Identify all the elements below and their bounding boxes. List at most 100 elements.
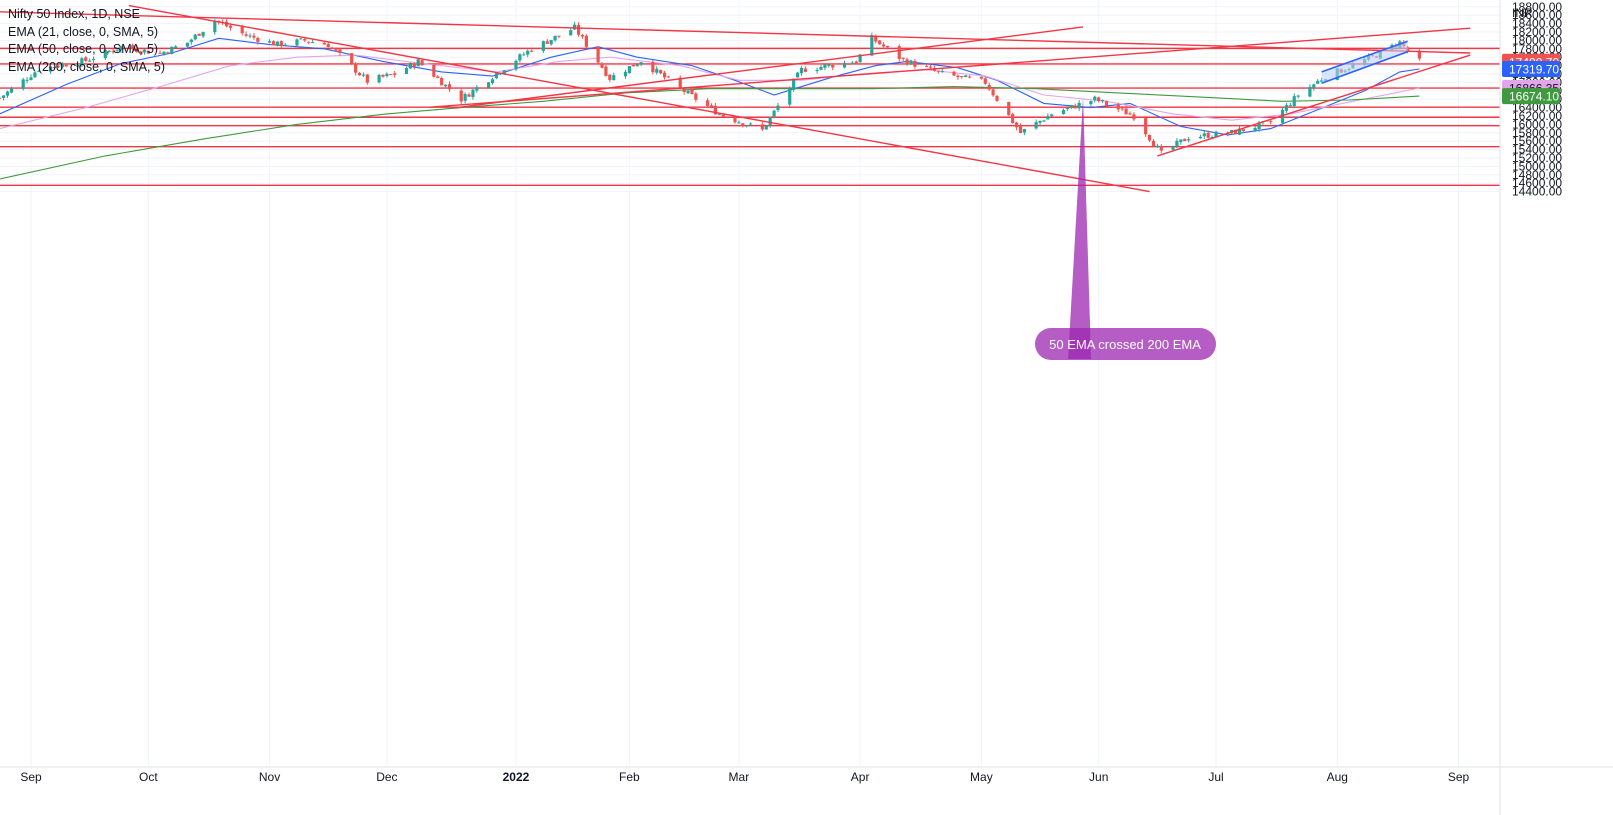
- candle-body: [1206, 132, 1210, 138]
- candle-body: [134, 48, 139, 52]
- candle-body: [952, 71, 956, 76]
- candle-body: [48, 66, 53, 72]
- candle-body: [823, 64, 827, 68]
- candle-body: [964, 75, 968, 78]
- candle-body: [158, 52, 162, 54]
- candle-body: [1198, 136, 1202, 139]
- x-tick-label: Sep: [1448, 770, 1470, 784]
- candle-body: [737, 122, 741, 124]
- candle-body: [1253, 128, 1257, 131]
- candle-body: [467, 94, 471, 97]
- price-axis[interactable]: 18800.0018600.0018400.0018200.0018000.00…: [1499, 0, 1562, 815]
- ema-line: [0, 54, 1420, 130]
- candle-body: [56, 66, 60, 68]
- candle-body: [1093, 96, 1097, 101]
- candle-body: [29, 77, 33, 80]
- candle-body: [553, 35, 557, 41]
- candle-body: [2, 95, 6, 98]
- candle-body: [88, 60, 92, 62]
- y-tick-label: 15400.00: [1512, 143, 1562, 157]
- candle-body: [299, 38, 303, 40]
- candle-body: [881, 44, 886, 47]
- candle-body: [283, 44, 287, 46]
- candle-body: [146, 50, 150, 54]
- price-badges: 17490.7017319.7016866.3516674.10: [1502, 53, 1560, 105]
- candle-body: [443, 84, 448, 87]
- candle-body: [322, 42, 326, 45]
- ema-cross-annotation[interactable]: 50 EMA crossed 200 EMA: [1035, 97, 1216, 360]
- candle-body: [1116, 104, 1120, 110]
- candle-body: [1065, 107, 1070, 109]
- candle-body: [1159, 146, 1163, 151]
- legend-ema21[interactable]: EMA (21, close, 0, SMA, 5): [8, 24, 159, 39]
- time-axis[interactable]: Sep Oct Nov Dec 2022 Feb Mar Apr May Jun Jul Aug Sep: [0, 766, 1613, 784]
- candle-body: [901, 57, 905, 59]
- candle-body: [655, 68, 659, 73]
- candle-body: [252, 35, 256, 38]
- candle-body: [459, 90, 463, 102]
- candle-body: [295, 39, 299, 46]
- legend-ema50[interactable]: EMA (50, close, 0, SMA, 5): [8, 42, 159, 56]
- candle-body: [827, 64, 831, 66]
- candle-body: [612, 75, 616, 81]
- candle-body: [909, 60, 913, 65]
- trendlines: [0, 4, 1471, 193]
- channel-lower: [1321, 50, 1408, 84]
- candle-body: [170, 46, 174, 55]
- legend-title[interactable]: Nifty 50 Index, 1D, NSE: [8, 7, 141, 21]
- candle-body: [526, 50, 530, 55]
- candle-body: [393, 73, 397, 75]
- candle-body: [600, 63, 604, 68]
- candle-body: [549, 39, 553, 45]
- legend-ema200[interactable]: EMA (200, close, 0, SMA, 5): [8, 59, 166, 74]
- candle-body: [1089, 101, 1093, 105]
- candle-body: [326, 43, 330, 48]
- candle-body: [357, 73, 362, 76]
- candle-body: [412, 63, 416, 67]
- candle-body: [940, 71, 944, 73]
- candle-body: [138, 52, 143, 54]
- annotation-text: 50 EMA crossed 200 EMA: [1049, 337, 1201, 352]
- candle-body: [1038, 120, 1042, 123]
- candle-body: [1316, 80, 1320, 84]
- candle-body: [115, 49, 119, 51]
- candle-body: [1417, 50, 1422, 59]
- candle-body: [1292, 96, 1296, 107]
- legend: Nifty 50 Index, 1D, NSE EMA (21, close, …: [8, 6, 165, 76]
- x-tick-label: May: [970, 770, 993, 784]
- candle-body: [1042, 120, 1046, 122]
- candle-body: [463, 93, 467, 101]
- y-tick-label: 16200.00: [1512, 109, 1562, 123]
- channel-fill: [1321, 41, 1408, 84]
- candle-body: [330, 47, 334, 49]
- y-tick-label: 18600.00: [1512, 8, 1562, 22]
- candle-body: [256, 37, 260, 42]
- candle-body: [522, 54, 526, 56]
- candle-body: [772, 110, 776, 117]
- price-badge-label: 17319.70: [1509, 62, 1559, 76]
- candle-body: [502, 70, 506, 74]
- y-tick-label: 15800.00: [1512, 126, 1562, 140]
- candle-body: [166, 52, 170, 54]
- candle-body: [1175, 140, 1179, 147]
- candle-body: [897, 46, 901, 59]
- candle-body: [768, 117, 772, 126]
- candle-body: [193, 34, 197, 40]
- candle-body: [1014, 122, 1019, 128]
- candle-body: [745, 125, 749, 127]
- candle-body: [131, 45, 135, 50]
- candle-body: [713, 105, 718, 115]
- candle-body: [64, 64, 68, 67]
- candle-body: [447, 84, 452, 90]
- candle-body: [420, 60, 424, 66]
- ema-line: [0, 86, 1420, 180]
- trendline: [429, 27, 1471, 108]
- candle-body: [1269, 121, 1273, 123]
- candle-body: [514, 60, 518, 70]
- candle-body: [416, 59, 420, 67]
- candle-body: [913, 60, 917, 67]
- candle-body: [350, 53, 354, 65]
- candle-body: [741, 123, 745, 126]
- y-tick-label: 16400.00: [1512, 101, 1562, 115]
